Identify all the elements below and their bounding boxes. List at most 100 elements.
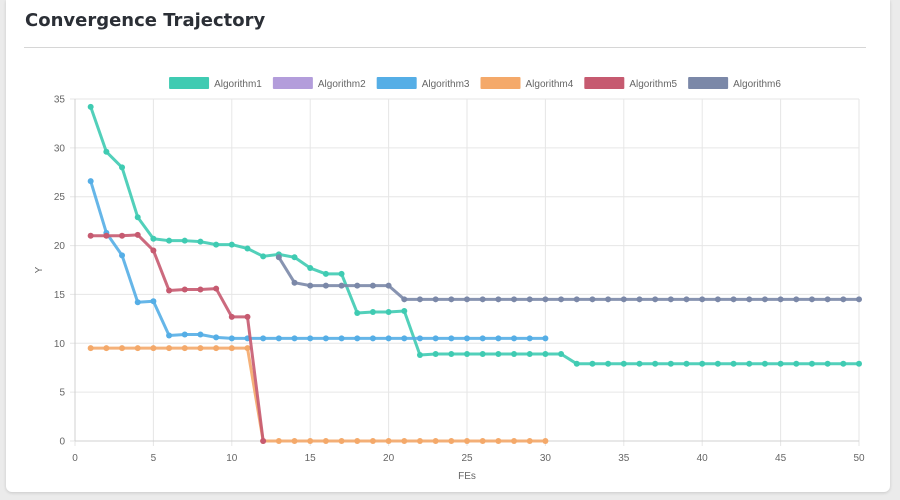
data-point[interactable] <box>354 282 361 289</box>
data-point[interactable] <box>824 296 831 303</box>
data-point[interactable] <box>495 296 502 303</box>
data-point[interactable] <box>197 345 204 352</box>
data-point[interactable] <box>542 438 549 444</box>
data-point[interactable] <box>134 214 141 221</box>
data-point[interactable] <box>495 351 502 358</box>
data-point[interactable] <box>103 232 110 239</box>
data-point[interactable] <box>730 360 737 367</box>
data-point[interactable] <box>479 335 486 342</box>
data-point[interactable] <box>730 296 737 303</box>
data-point[interactable] <box>213 345 220 352</box>
data-point[interactable] <box>119 164 126 171</box>
data-point[interactable] <box>87 232 94 239</box>
data-point[interactable] <box>166 287 173 294</box>
legend[interactable]: Algorithm1 Algorithm2 Algorithm3 Algorithm4… <box>169 77 781 90</box>
data-point[interactable] <box>291 254 298 261</box>
data-point[interactable] <box>166 332 173 339</box>
data-point[interactable] <box>354 309 361 316</box>
data-point[interactable] <box>699 360 706 367</box>
data-point[interactable] <box>448 335 455 342</box>
data-point[interactable] <box>495 335 502 342</box>
data-point[interactable] <box>87 178 94 185</box>
data-point[interactable] <box>808 360 815 367</box>
data-point[interactable] <box>166 345 173 352</box>
data-point[interactable] <box>526 438 533 444</box>
data-point[interactable] <box>464 438 470 444</box>
data-point[interactable] <box>134 231 141 238</box>
data-point[interactable] <box>385 282 392 289</box>
data-point[interactable] <box>369 438 376 444</box>
legend-item-algorithm4[interactable]: Algorithm4 <box>480 77 574 90</box>
data-point[interactable] <box>558 351 565 358</box>
data-point[interactable] <box>150 298 157 305</box>
data-point[interactable] <box>511 335 518 342</box>
data-point[interactable] <box>714 296 721 303</box>
data-point[interactable] <box>526 351 533 358</box>
data-point[interactable] <box>213 285 220 292</box>
data-point[interactable] <box>432 438 439 444</box>
data-point[interactable] <box>322 335 329 342</box>
data-point[interactable] <box>369 335 376 342</box>
data-point[interactable] <box>275 254 282 261</box>
data-point[interactable] <box>573 296 580 303</box>
data-point[interactable] <box>416 296 423 303</box>
data-point[interactable] <box>385 335 392 342</box>
data-point[interactable] <box>291 279 298 286</box>
data-point[interactable] <box>840 296 847 303</box>
data-point[interactable] <box>369 309 376 316</box>
data-point[interactable] <box>777 360 784 367</box>
data-point[interactable] <box>307 282 314 289</box>
data-point[interactable] <box>401 438 408 444</box>
data-point[interactable] <box>181 237 188 244</box>
data-point[interactable] <box>291 438 298 444</box>
data-point[interactable] <box>479 296 486 303</box>
data-point[interactable] <box>636 296 643 303</box>
data-point[interactable] <box>322 270 329 277</box>
data-point[interactable] <box>134 299 141 306</box>
data-point[interactable] <box>197 286 204 293</box>
data-point[interactable] <box>119 232 126 239</box>
data-point[interactable] <box>338 438 345 444</box>
data-point[interactable] <box>181 286 188 293</box>
data-point[interactable] <box>432 351 439 358</box>
data-point[interactable] <box>416 438 423 444</box>
data-point[interactable] <box>511 351 518 358</box>
legend-item-algorithm5[interactable]: Algorithm5 <box>584 77 678 90</box>
data-point[interactable] <box>699 296 706 303</box>
data-point[interactable] <box>244 345 251 352</box>
data-point[interactable] <box>401 335 408 342</box>
data-point[interactable] <box>416 335 423 342</box>
data-point[interactable] <box>385 309 392 316</box>
data-point[interactable] <box>275 335 282 342</box>
data-point[interactable] <box>432 296 439 303</box>
data-point[interactable] <box>605 360 612 367</box>
data-point[interactable] <box>683 360 690 367</box>
data-point[interactable] <box>511 438 518 444</box>
data-point[interactable] <box>181 345 188 352</box>
data-point[interactable] <box>228 335 235 342</box>
data-point[interactable] <box>479 438 486 444</box>
data-point[interactable] <box>213 241 220 248</box>
data-point[interactable] <box>793 360 800 367</box>
data-point[interactable] <box>260 253 267 260</box>
data-point[interactable] <box>275 438 282 444</box>
data-point[interactable] <box>228 241 235 248</box>
data-point[interactable] <box>511 296 518 303</box>
data-point[interactable] <box>181 331 188 338</box>
data-point[interactable] <box>87 103 94 110</box>
data-point[interactable] <box>401 296 408 303</box>
data-point[interactable] <box>197 238 204 245</box>
data-point[interactable] <box>103 345 110 352</box>
data-point[interactable] <box>228 345 235 352</box>
data-point[interactable] <box>652 296 659 303</box>
data-point[interactable] <box>338 270 345 277</box>
data-point[interactable] <box>134 345 141 352</box>
data-point[interactable] <box>307 265 314 272</box>
data-point[interactable] <box>291 335 298 342</box>
data-point[interactable] <box>416 352 423 359</box>
data-point[interactable] <box>213 334 220 341</box>
data-point[interactable] <box>448 438 455 444</box>
data-point[interactable] <box>354 438 361 444</box>
data-point[interactable] <box>558 296 565 303</box>
data-point[interactable] <box>338 335 345 342</box>
